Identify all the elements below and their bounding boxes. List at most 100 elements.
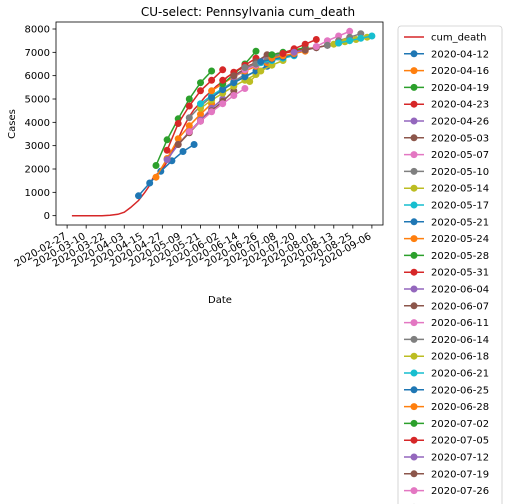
legend-label: 2020-05-10 <box>431 167 489 178</box>
legend-label: 2020-06-14 <box>431 335 489 346</box>
data-point <box>290 48 298 56</box>
legend-label: 2020-05-14 <box>431 184 489 195</box>
series-line-2020-06-25 <box>260 53 295 63</box>
data-point <box>163 156 171 164</box>
data-point <box>197 100 204 108</box>
legend-marker <box>410 403 418 411</box>
data-point <box>241 73 249 81</box>
data-point <box>208 67 216 75</box>
data-point <box>219 86 227 94</box>
data-point <box>208 87 216 95</box>
data-point <box>179 148 187 155</box>
data-point <box>185 95 193 103</box>
data-point <box>357 34 365 42</box>
legend-marker <box>410 352 418 360</box>
legend-label: 2020-06-28 <box>431 402 489 413</box>
legend-label: 2020-04-26 <box>431 117 489 128</box>
data-point <box>301 40 309 48</box>
legend-label: 2020-05-24 <box>431 234 489 245</box>
chart-title: CU-select: Pennsylvania cum_death <box>141 5 355 19</box>
legend-label: 2020-06-25 <box>431 385 489 396</box>
series-line-2020-06-28 <box>271 50 306 59</box>
data-point <box>241 64 249 71</box>
y-tick-label: 4000 <box>25 118 50 129</box>
x-axis: 2020-02-272020-03-102020-03-222020-04-03… <box>13 225 373 270</box>
legend-marker <box>410 117 418 125</box>
data-point <box>257 67 265 75</box>
legend-marker <box>410 419 418 427</box>
data-point <box>174 120 182 127</box>
legend-marker <box>410 386 418 394</box>
data-point <box>323 41 331 49</box>
legend-label: 2020-04-19 <box>431 83 489 94</box>
y-tick-label: 8000 <box>25 25 50 36</box>
legend-marker <box>410 302 418 310</box>
data-point <box>219 100 227 108</box>
legend-marker <box>410 436 418 444</box>
legend-label: 2020-04-12 <box>431 49 489 60</box>
data-point <box>301 46 309 54</box>
data-point <box>185 114 193 122</box>
legend-marker <box>410 487 418 495</box>
legend-label: 2020-05-28 <box>431 251 489 262</box>
legend-label: 2020-06-04 <box>431 285 489 296</box>
data-point <box>146 179 154 187</box>
data-point <box>152 162 160 169</box>
data-point <box>312 43 320 50</box>
legend-marker <box>410 167 418 175</box>
series-line-2020-06-18 <box>249 59 284 83</box>
legend-label: 2020-05-31 <box>431 268 489 279</box>
legend-label: 2020-06-18 <box>431 352 489 363</box>
data-point <box>246 78 254 85</box>
data-point <box>219 66 227 74</box>
legend-label: 2020-08-02 <box>431 503 489 504</box>
legend-marker <box>410 83 418 91</box>
data-point <box>279 50 287 57</box>
legend-label: 2020-05-03 <box>431 133 489 144</box>
data-point <box>135 192 142 200</box>
data-point <box>174 141 182 148</box>
y-tick-label: 1000 <box>25 188 50 199</box>
legend-marker <box>410 369 418 377</box>
series-line-2020-06-21 <box>260 55 295 64</box>
series-line-2020-08-09 <box>338 35 373 44</box>
plot-area <box>71 27 376 217</box>
plot-frame <box>55 21 384 226</box>
data-point <box>263 51 271 59</box>
legend-marker <box>410 50 418 58</box>
data-point <box>208 94 216 102</box>
legend-marker <box>410 67 418 75</box>
legend-frame <box>397 25 503 504</box>
y-axis-label: Cases <box>7 109 18 139</box>
legend-label: 2020-05-21 <box>431 217 489 228</box>
series-line-2020-07-05 <box>282 38 317 55</box>
legend-label: cum_death <box>431 33 486 44</box>
series-line-2020-05-31 <box>222 57 257 81</box>
data-point <box>190 141 198 148</box>
data-point <box>208 76 216 84</box>
legend-marker <box>410 335 418 343</box>
legend-marker <box>410 470 418 478</box>
legend: cum_death 2020-04-12 2020-04-16 2020-04-19 2… <box>397 25 503 504</box>
legend-marker <box>410 201 418 209</box>
legend-label: 2020-04-23 <box>431 100 489 111</box>
data-point <box>230 79 238 87</box>
y-tick-label: 6000 <box>25 71 50 82</box>
legend-marker <box>410 268 418 276</box>
series-line-cum_death <box>71 35 373 217</box>
data-point <box>230 72 238 80</box>
legend-label: 2020-07-26 <box>431 486 489 497</box>
series-line-2020-07-26 <box>315 30 350 48</box>
legend-marker <box>410 235 418 243</box>
data-point <box>312 36 320 43</box>
data-point <box>257 58 265 66</box>
y-axis: 0 1000 2000 3000 4000 5000 6000 7000 8000 <box>25 25 56 222</box>
data-point <box>197 79 204 87</box>
y-tick-label: 0 <box>44 211 50 222</box>
data-point <box>268 51 276 59</box>
legend-label: 2020-06-11 <box>431 318 489 329</box>
legend-marker <box>410 100 418 108</box>
legend-label: 2020-05-17 <box>431 201 489 212</box>
data-point <box>346 37 354 45</box>
